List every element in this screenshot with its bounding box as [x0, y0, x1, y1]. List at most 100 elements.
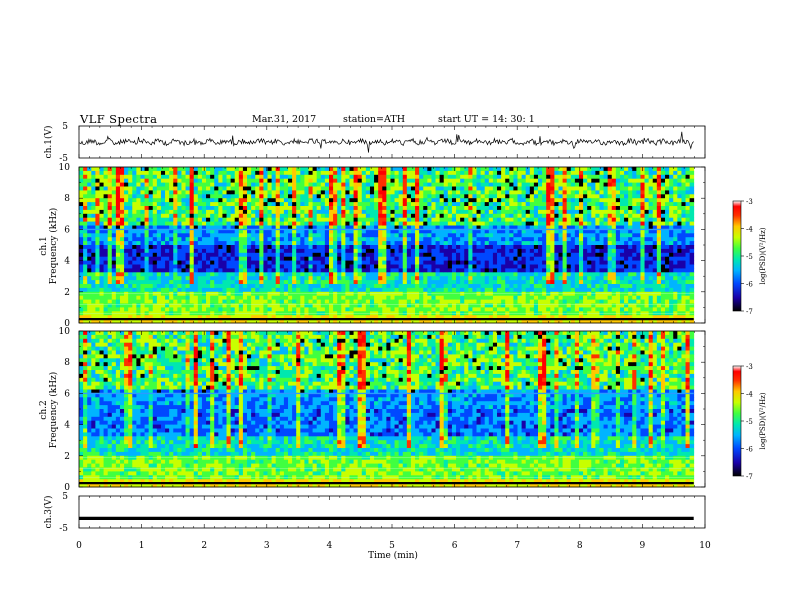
spectro-cell	[210, 315, 215, 320]
spectro-cell	[316, 307, 322, 312]
spectro-cell	[263, 167, 268, 172]
spectro-cell	[218, 194, 223, 199]
spectro-cell	[480, 260, 486, 265]
spectro-cell	[152, 241, 158, 246]
spectro-cell	[374, 178, 379, 183]
spectro-cell	[570, 248, 576, 254]
spectro-cell	[304, 264, 309, 269]
spectro-cell	[562, 319, 568, 324]
spectro-cell	[263, 264, 268, 269]
spectro-cell	[456, 319, 461, 324]
spectro-cell	[152, 272, 158, 277]
spectro-cell	[111, 303, 117, 308]
spectro-cell	[386, 280, 391, 285]
spectro-cell	[312, 178, 318, 183]
spectro-cell	[447, 213, 453, 219]
spectro-cell	[189, 287, 195, 293]
spectro-cell	[562, 167, 568, 172]
spectro-cell	[267, 260, 273, 265]
spectro-cell	[197, 178, 203, 183]
spectro-cell	[263, 276, 268, 281]
spectro-cell	[300, 167, 305, 172]
spectro-cell	[497, 268, 502, 273]
spectro-cell	[115, 174, 121, 180]
spectro-cell	[382, 213, 387, 219]
spectro-cell	[283, 280, 289, 285]
spectro-cell	[529, 217, 535, 222]
spectro-cell	[189, 221, 195, 226]
spectro-cell	[91, 303, 96, 308]
spectro-cell	[83, 284, 88, 289]
spectro-cell	[316, 276, 322, 281]
spectro-cell	[279, 190, 285, 195]
spectro-cell	[419, 209, 424, 215]
spectro-cell	[423, 194, 428, 199]
spectro-cell	[398, 248, 404, 254]
spectro-cell	[173, 264, 178, 269]
spectro-cell	[124, 256, 129, 261]
spectro-cell	[365, 225, 371, 230]
spectro-cell	[165, 299, 170, 304]
spectro-cell	[501, 272, 506, 277]
spectro-cell	[160, 225, 166, 230]
spectro-cell	[447, 264, 453, 269]
spectro-cell	[148, 272, 154, 277]
spectro-cell	[115, 217, 121, 222]
spectro-cell	[337, 167, 342, 172]
spectro-cell	[222, 272, 227, 277]
spectro-cell	[193, 221, 199, 226]
spectro-cell	[316, 291, 322, 297]
spectro-cell	[574, 182, 580, 187]
spectro-cell	[464, 315, 469, 320]
spectro-cell	[103, 276, 109, 281]
spectro-cell	[128, 295, 133, 300]
spectro-cell	[480, 284, 486, 289]
spectro-cell	[546, 248, 551, 254]
spectro-cell	[415, 272, 420, 277]
spectro-cell	[533, 284, 539, 289]
spectro-cell	[148, 287, 154, 293]
spectro-cell	[124, 307, 129, 312]
spectro-cell	[316, 194, 322, 199]
spectro-cell	[181, 202, 186, 207]
spectro-cell	[107, 299, 113, 304]
spectro-cell	[251, 295, 256, 300]
spectro-cell	[333, 174, 338, 180]
station-label: station=ATH	[343, 114, 405, 125]
spectro-cell	[230, 178, 236, 183]
spectro-cell	[95, 209, 100, 215]
spectro-cell	[369, 252, 375, 258]
spectro-cell	[538, 272, 543, 277]
spectro-cell	[574, 252, 580, 258]
spectro-cell	[505, 315, 510, 320]
spectro-cell	[197, 190, 203, 195]
spectro-cell	[197, 221, 203, 226]
spectro-cell	[124, 237, 129, 242]
spectro-cell	[353, 315, 359, 320]
spectro-cell	[349, 264, 354, 269]
spectro-cell	[87, 291, 92, 297]
spectro-cell	[103, 260, 109, 265]
spectro-cell	[550, 280, 555, 285]
spectro-cell	[460, 213, 465, 219]
spectro-cell	[349, 248, 354, 254]
spectro-cell	[333, 248, 338, 254]
spectro-cell	[320, 221, 326, 226]
spectro-cell	[406, 276, 412, 281]
spectro-cell	[574, 245, 580, 250]
spectro-cell	[472, 178, 477, 183]
spectro-cell	[107, 280, 113, 285]
spectro-cell	[148, 167, 154, 172]
spectro-cell	[427, 233, 432, 238]
spectro-cell	[566, 299, 572, 304]
spectro-cell	[288, 248, 293, 254]
spectro-cell	[177, 315, 182, 320]
spectro-cell	[140, 190, 145, 195]
spectro-cell	[456, 209, 461, 215]
spectro-cell	[119, 167, 125, 172]
spectro-cell	[328, 202, 334, 207]
spectro-cell	[165, 182, 170, 187]
spectro-cell	[341, 319, 346, 324]
spectro-cell	[566, 217, 572, 222]
spectro-cell	[95, 248, 100, 254]
